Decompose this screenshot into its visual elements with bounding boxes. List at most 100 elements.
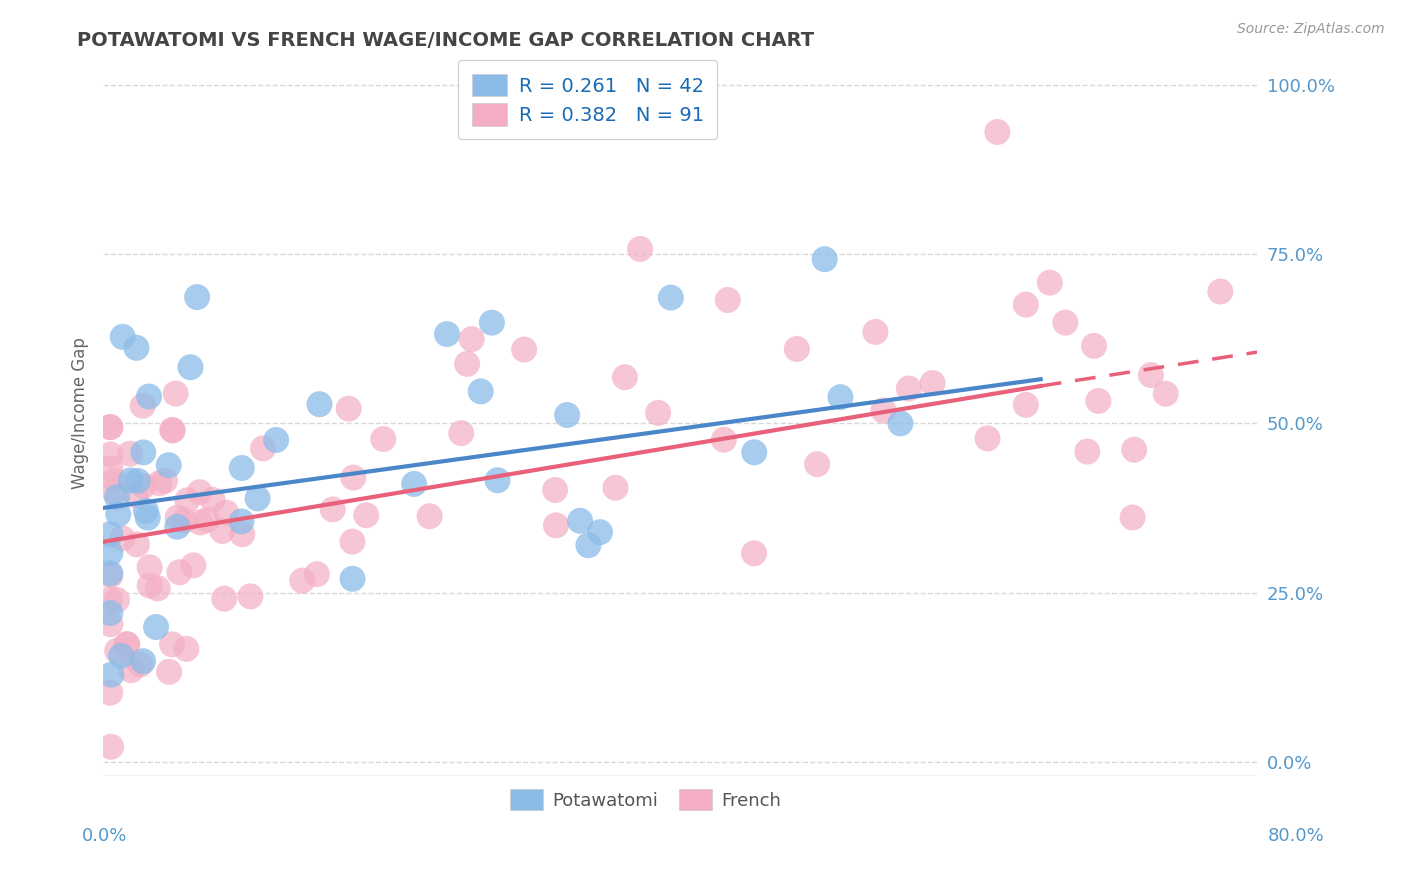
Point xyxy=(1154,386,1177,401)
Point xyxy=(865,325,887,339)
Point xyxy=(195,513,218,527)
Point xyxy=(211,524,233,538)
Point xyxy=(264,433,287,447)
Point xyxy=(921,376,943,390)
Point xyxy=(1087,393,1109,408)
Point xyxy=(132,445,155,459)
Point xyxy=(100,739,122,754)
Point xyxy=(889,417,911,431)
Point xyxy=(486,473,509,487)
Point xyxy=(98,566,121,581)
Y-axis label: Wage/Income Gap: Wage/Income Gap xyxy=(72,337,89,489)
Point xyxy=(291,574,314,588)
Point xyxy=(132,479,155,493)
Point xyxy=(111,531,134,545)
Point xyxy=(830,390,852,404)
Point xyxy=(201,492,224,507)
Point xyxy=(613,370,636,384)
Text: 80.0%: 80.0% xyxy=(1268,827,1324,845)
Point xyxy=(105,643,128,657)
Point xyxy=(183,558,205,573)
Text: POTAWATOMI VS FRENCH WAGE/INCOME GAP CORRELATION CHART: POTAWATOMI VS FRENCH WAGE/INCOME GAP COR… xyxy=(77,31,814,50)
Point xyxy=(132,654,155,668)
Point xyxy=(120,663,142,677)
Point xyxy=(166,520,188,534)
Point xyxy=(160,637,183,651)
Point xyxy=(1054,316,1077,330)
Point xyxy=(354,508,377,523)
Point xyxy=(569,514,592,528)
Point xyxy=(986,125,1008,139)
Point xyxy=(111,330,134,344)
Point xyxy=(647,406,669,420)
Point xyxy=(98,686,121,700)
Point xyxy=(98,617,121,632)
Point xyxy=(436,327,458,342)
Point xyxy=(605,481,627,495)
Point xyxy=(404,477,426,491)
Point xyxy=(138,578,160,592)
Point xyxy=(118,447,141,461)
Point xyxy=(162,423,184,437)
Point xyxy=(460,332,482,346)
Point xyxy=(103,474,125,488)
Point xyxy=(589,525,612,540)
Point xyxy=(1123,442,1146,457)
Point xyxy=(337,401,360,416)
Point xyxy=(481,316,503,330)
Point xyxy=(129,657,152,672)
Point xyxy=(1015,398,1038,412)
Point xyxy=(544,518,567,533)
Point xyxy=(165,386,187,401)
Point xyxy=(117,637,139,651)
Point xyxy=(173,514,195,528)
Point xyxy=(157,665,180,679)
Point xyxy=(470,384,492,399)
Point xyxy=(98,527,121,541)
Point xyxy=(308,397,330,411)
Point xyxy=(742,445,765,459)
Point xyxy=(305,567,328,582)
Point xyxy=(120,474,142,488)
Point xyxy=(103,484,125,499)
Point xyxy=(1015,298,1038,312)
Point xyxy=(157,458,180,473)
Point xyxy=(555,408,578,422)
Point xyxy=(136,510,159,524)
Point xyxy=(456,357,478,371)
Point xyxy=(125,537,148,551)
Point xyxy=(814,252,837,267)
Point xyxy=(713,433,735,447)
Point xyxy=(450,426,472,441)
Point xyxy=(373,432,395,446)
Point xyxy=(127,474,149,488)
Point xyxy=(125,488,148,502)
Point xyxy=(188,485,211,500)
Point xyxy=(100,667,122,681)
Point xyxy=(513,343,536,357)
Point xyxy=(1083,339,1105,353)
Point xyxy=(145,620,167,634)
Point xyxy=(215,506,238,520)
Point xyxy=(239,590,262,604)
Point xyxy=(125,341,148,355)
Point xyxy=(138,390,160,404)
Point xyxy=(146,582,169,596)
Point xyxy=(1140,368,1163,383)
Legend: Potawatomi, French: Potawatomi, French xyxy=(503,782,787,817)
Point xyxy=(153,474,176,488)
Point xyxy=(148,476,170,491)
Point xyxy=(786,342,808,356)
Point xyxy=(231,515,253,529)
Point xyxy=(628,242,651,256)
Point xyxy=(190,516,212,530)
Point xyxy=(342,572,364,586)
Point xyxy=(717,293,740,307)
Point xyxy=(246,491,269,506)
Point xyxy=(176,641,198,656)
Point xyxy=(231,461,253,475)
Point xyxy=(105,593,128,607)
Point xyxy=(166,510,188,524)
Point xyxy=(576,538,599,552)
Point xyxy=(176,493,198,508)
